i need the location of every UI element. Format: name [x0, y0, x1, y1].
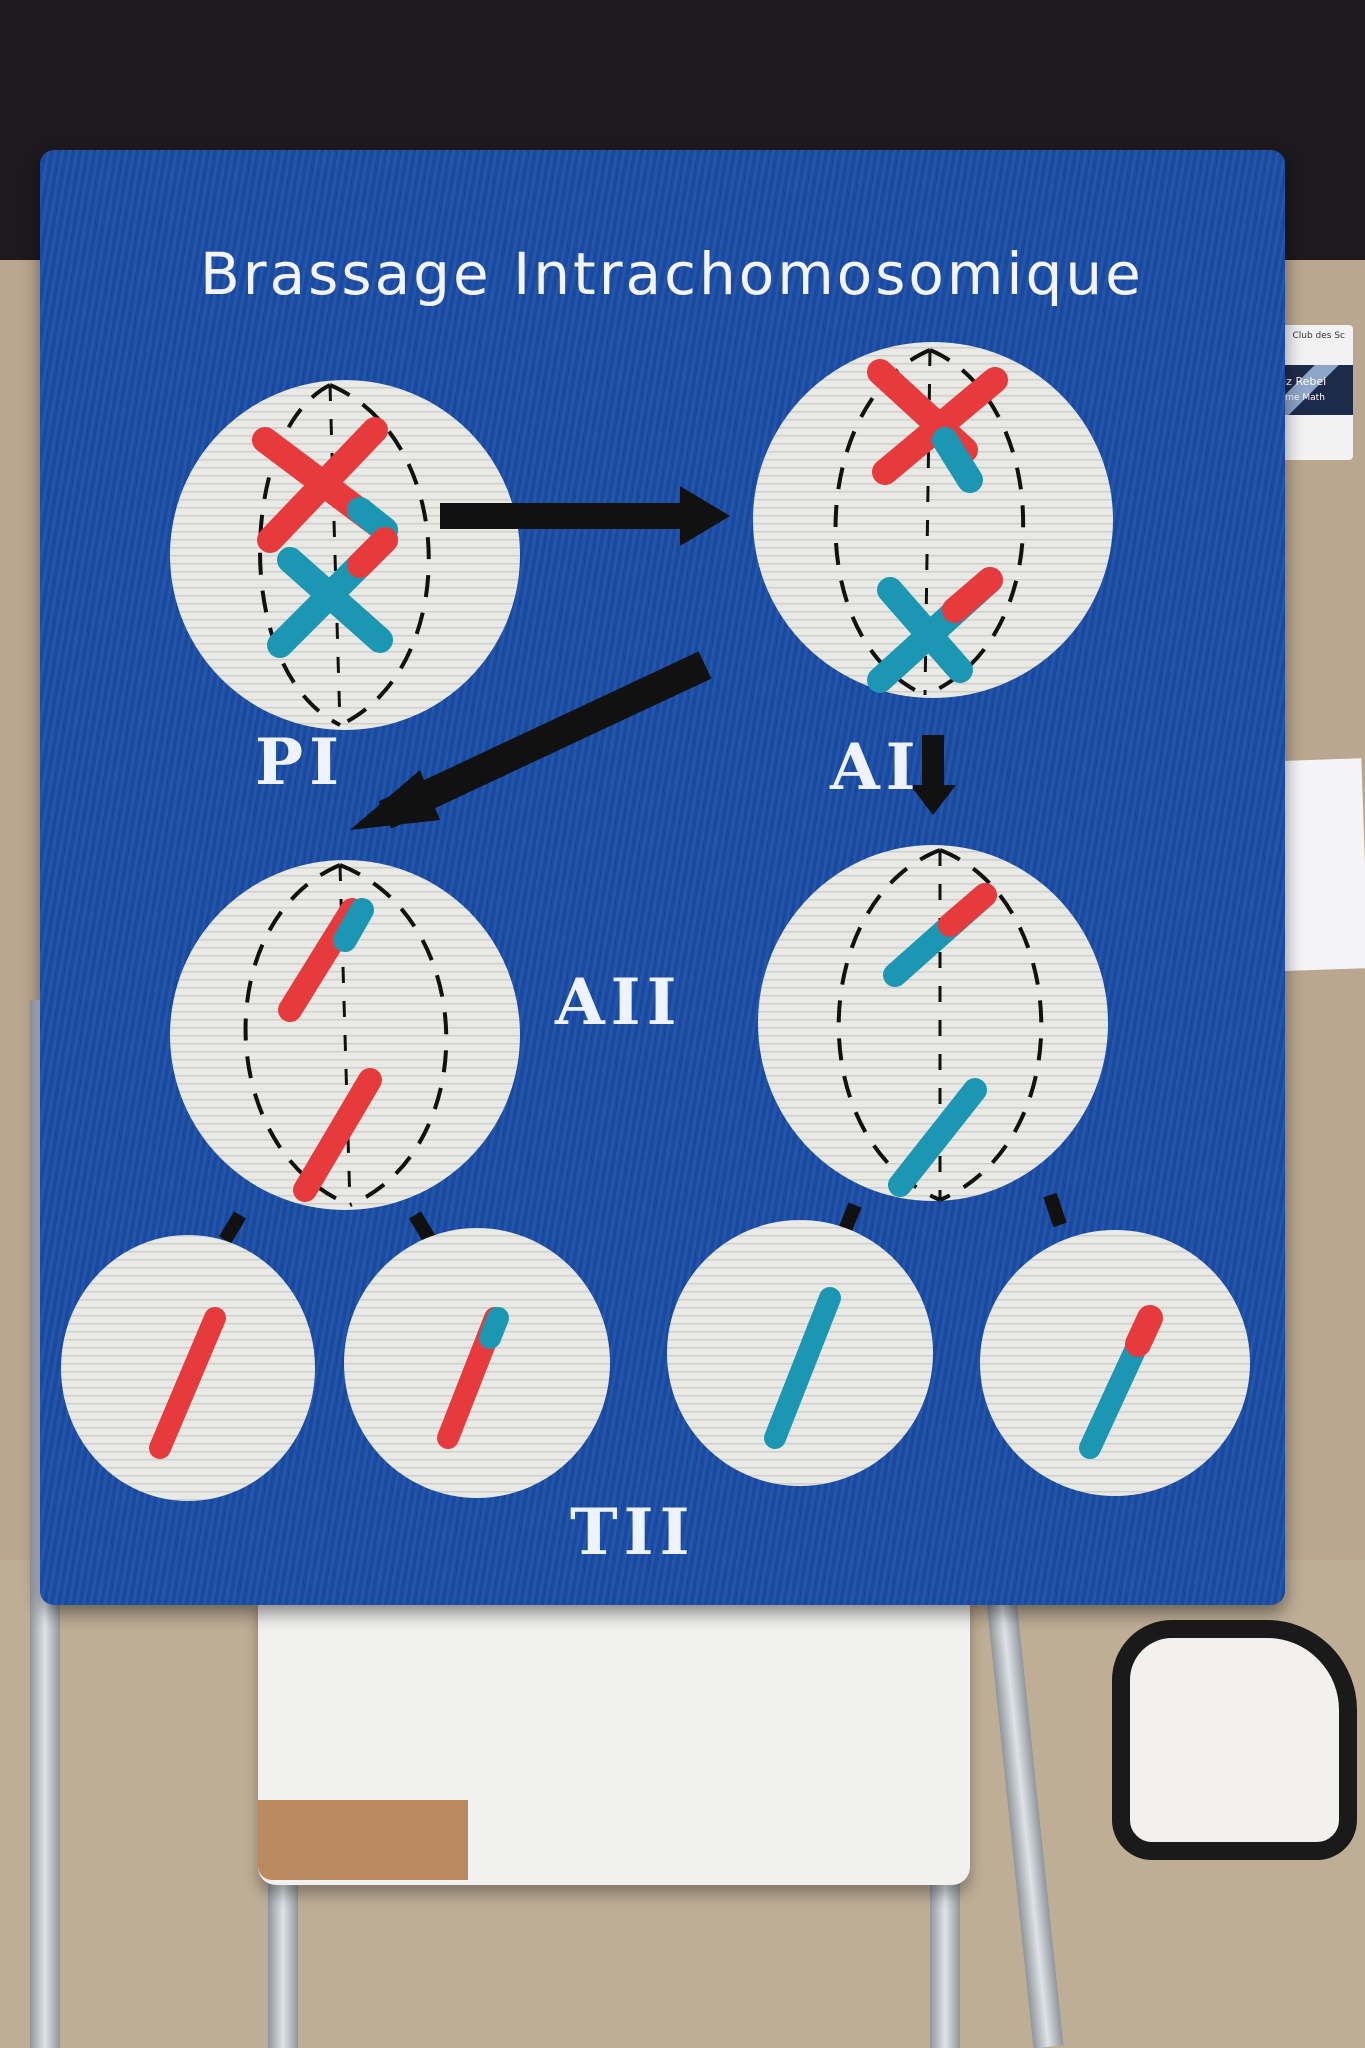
daughter-chromatid-2-tip: [479, 1307, 509, 1349]
badge-class: 3 ème Math: [1271, 393, 1325, 403]
chromosome-anaphase1-teal: [867, 567, 1003, 693]
label-anaphase1: AI: [830, 730, 922, 805]
sneaker: [1112, 1620, 1357, 1860]
chromatid-red-2: [293, 1068, 382, 1202]
chromatid-red-tip: [938, 883, 997, 937]
chromosome-pair-teal: [267, 527, 398, 658]
badge-header: Club des Sc: [1292, 331, 1345, 341]
arrow-down-right-column: [910, 735, 956, 815]
chromatid-blue-tip: [333, 898, 374, 952]
poster-drawing: [61, 342, 1250, 1501]
chromosome-anaphase1-red: [867, 359, 1008, 493]
arrow-diagonal: [350, 651, 712, 830]
cell-prophase1: [170, 380, 520, 730]
small-arrow-1: [218, 1211, 247, 1244]
poster-title: Brassage Intrachomosomique: [200, 240, 1144, 308]
meiosis-poster: Brassage Intrachomosomique: [40, 150, 1285, 1605]
small-arrow-4: [1043, 1192, 1067, 1228]
small-arrow-2: [408, 1211, 437, 1244]
daughter-cell-4: [980, 1230, 1250, 1496]
chromosome-pair-red: [252, 417, 398, 553]
arrow-right: [440, 486, 730, 546]
label-telophase2: TII: [570, 1495, 696, 1570]
cell-anaphase2-left: [170, 860, 520, 1210]
daughter-chromatid-1: [149, 1307, 226, 1459]
daughter-chromatid-3: [764, 1287, 841, 1449]
daughter-chromatid-4-tip: [1125, 1305, 1163, 1357]
cell-anaphase2-right: [758, 845, 1108, 1202]
chromatid-teal-2: [888, 1078, 987, 1197]
chair-seat-wood-edge: [258, 1800, 468, 1880]
label-prophase1: PI: [255, 725, 346, 800]
label-anaphase2: AII: [555, 965, 683, 1040]
small-arrow-3: [838, 1202, 862, 1233]
